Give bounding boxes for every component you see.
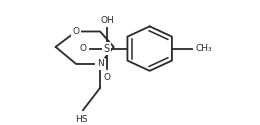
Text: HS: HS	[75, 115, 88, 124]
Text: S: S	[104, 44, 110, 54]
Text: N: N	[97, 60, 103, 68]
Text: O: O	[103, 72, 110, 82]
Text: O: O	[73, 27, 80, 36]
Text: CH₃: CH₃	[196, 44, 212, 53]
Text: OH: OH	[100, 16, 114, 25]
Text: O: O	[79, 44, 86, 53]
